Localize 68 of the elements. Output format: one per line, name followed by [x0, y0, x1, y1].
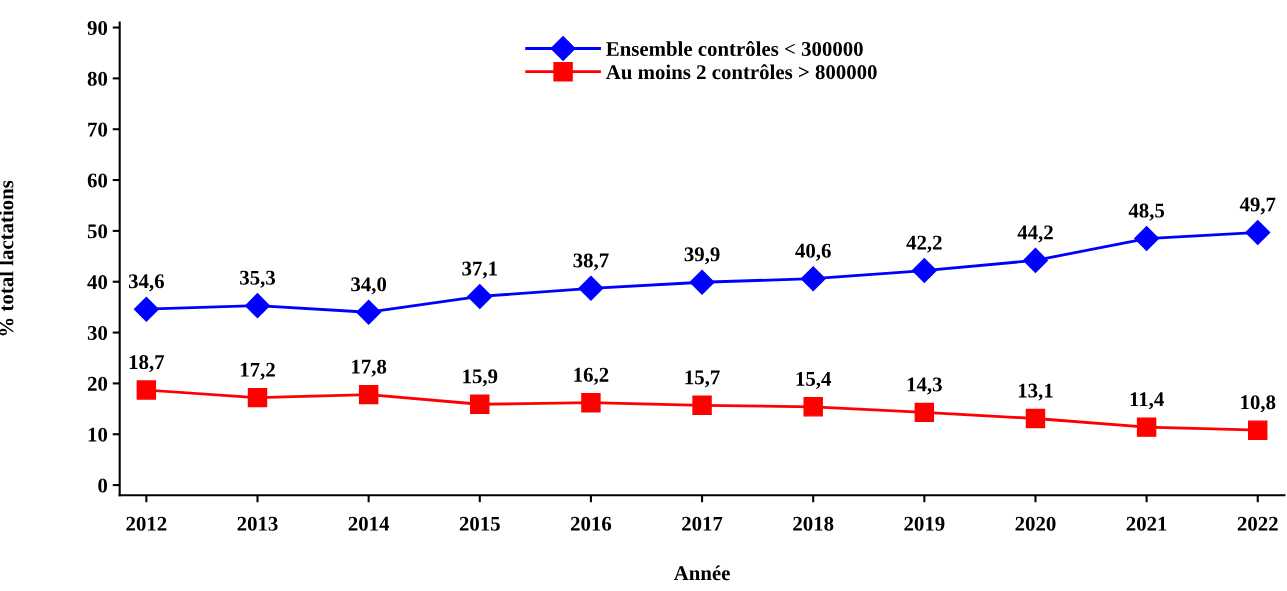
point — [356, 299, 382, 325]
data-label: 42,2 — [906, 235, 942, 253]
point — [245, 293, 270, 319]
data-label: 14,3 — [907, 377, 942, 395]
y-tick-label: 10 — [88, 427, 108, 442]
data-label: 44,2 — [1017, 225, 1053, 243]
data-label: 16,2 — [574, 367, 609, 385]
data-label: 13,1 — [1018, 383, 1053, 401]
y-tick-label: 70 — [88, 122, 108, 137]
legend-label: Au moins 2 contrôles > 800000 — [605, 64, 877, 80]
point — [803, 397, 823, 417]
point — [689, 269, 715, 295]
point — [692, 395, 712, 415]
point — [1248, 420, 1268, 440]
y-tick-label: 0 — [98, 478, 108, 493]
data-label: 48,5 — [1128, 203, 1165, 221]
data-label: 49,7 — [1239, 197, 1276, 215]
y-tick-label: 50 — [87, 224, 108, 239]
data-label: 15,7 — [685, 370, 720, 388]
x-tick-label: 2018 — [793, 516, 834, 531]
point — [1134, 226, 1160, 252]
data-label: 40,6 — [795, 243, 831, 261]
data-label: 11,4 — [1130, 392, 1164, 410]
data-label: 15,4 — [796, 371, 832, 389]
point — [1022, 247, 1048, 273]
point — [578, 275, 604, 301]
x-tick-label: 2020 — [1015, 516, 1056, 531]
point — [1025, 408, 1046, 429]
x-tick-label: 2017 — [682, 516, 723, 531]
y-tick-label: 80 — [87, 71, 108, 86]
x-tick-label: 2016 — [570, 516, 612, 531]
y-tick-label: 60 — [87, 173, 108, 188]
data-label: 10,8 — [1241, 395, 1276, 413]
point — [133, 296, 159, 322]
data-label: 34,0 — [351, 277, 387, 295]
point — [1245, 219, 1271, 245]
data-label: 18,7 — [129, 355, 165, 373]
x-tick-label: 2012 — [126, 516, 167, 531]
data-label: 38,7 — [573, 253, 609, 271]
point — [136, 380, 157, 400]
y-tick-label: 20 — [87, 376, 108, 391]
y-tick-label: 30 — [87, 325, 108, 341]
x-tick-label: 2014 — [348, 516, 390, 531]
x-axis-title: Année — [673, 565, 730, 581]
point — [911, 258, 937, 284]
data-label: 15,9 — [463, 369, 498, 387]
point — [914, 402, 935, 423]
point — [470, 394, 490, 414]
data-label: 35,3 — [240, 270, 276, 288]
x-tick-label: 2015 — [459, 516, 500, 531]
point — [800, 266, 826, 292]
x-tick-label: 2019 — [904, 516, 945, 531]
point — [247, 387, 268, 408]
data-label: 17,2 — [240, 362, 275, 380]
point — [358, 384, 379, 405]
x-tick-label: 2022 — [1237, 516, 1278, 531]
y-tick-label: 40 — [87, 275, 108, 290]
data-label: 34,6 — [128, 274, 164, 292]
legend-label: Ensemble contrôles < 300000 — [606, 41, 863, 56]
data-label: 39,9 — [684, 247, 720, 265]
y-tick-label: 90 — [87, 20, 108, 35]
data-label: 37,1 — [462, 261, 497, 279]
x-tick-label: 2021 — [1126, 516, 1167, 531]
point — [467, 283, 493, 309]
x-tick-label: 2013 — [237, 516, 278, 531]
point — [581, 393, 601, 413]
data-label: 17,8 — [352, 359, 387, 377]
point — [1136, 417, 1157, 437]
